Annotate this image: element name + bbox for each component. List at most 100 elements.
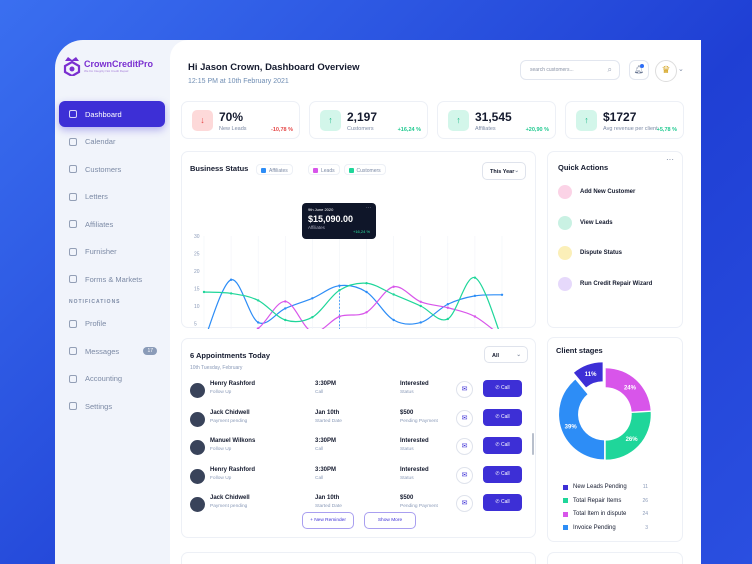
legend-item[interactable]: Affiliates xyxy=(256,164,293,175)
contact-sub: Follow Up xyxy=(210,447,232,452)
legend-swatch xyxy=(348,168,354,173)
search-input[interactable]: search customers... ⌕ xyxy=(520,60,620,80)
nav-icon xyxy=(69,319,77,328)
sidebar-item-settings[interactable]: Settings xyxy=(59,393,165,419)
data-point xyxy=(392,293,395,296)
status-value: Interested xyxy=(400,466,429,473)
nav-icon xyxy=(69,220,77,228)
email-button[interactable]: ✉ xyxy=(456,381,473,398)
donut-slice[interactable] xyxy=(573,362,603,388)
email-button[interactable]: ✉ xyxy=(456,438,473,455)
time-value: Jan 10th xyxy=(315,409,340,416)
appointment-row: Manuel Wilkons Follow Up 3:30PM Call Interes… xyxy=(190,436,525,464)
sidebar-item-affiliates[interactable]: Affiliates xyxy=(59,211,165,237)
sidebar-item-calendar[interactable]: Calendar xyxy=(59,129,165,155)
call-button[interactable]: ✆ Call xyxy=(483,408,522,426)
call-button[interactable]: ✆ Call xyxy=(483,437,522,454)
avatar xyxy=(190,440,205,455)
quick-action-add-new-customer[interactable]: Add New Customer xyxy=(558,185,635,199)
tooltip-delta: +16,24 % xyxy=(352,229,370,234)
scrollbar[interactable] xyxy=(532,433,534,455)
stage-label: Total Repair Items xyxy=(573,497,622,504)
chevron-down-icon[interactable]: ⌄ xyxy=(678,66,684,73)
call-label: Call xyxy=(500,385,510,391)
data-point xyxy=(256,299,260,302)
y-tick-label: 5 xyxy=(194,322,197,328)
contact-name: Henry Rashford xyxy=(210,466,256,473)
action-label: Add New Customer xyxy=(580,189,636,195)
series-line-customers xyxy=(203,277,499,329)
user-avatar[interactable]: ♛ xyxy=(655,60,677,82)
count-badge: 17 xyxy=(143,347,157,355)
call-label: Call xyxy=(500,470,510,477)
sidebar-item-letters[interactable]: Letters xyxy=(59,184,165,210)
more-icon[interactable]: ··· xyxy=(666,155,674,164)
status-card xyxy=(547,552,683,564)
data-point xyxy=(284,300,287,303)
time-value: 3:30PM xyxy=(315,466,337,473)
email-button[interactable]: ✉ xyxy=(456,466,473,484)
quick-action-view-leads[interactable]: View Leads xyxy=(558,215,613,230)
business-status-card: Business Status Affiliates Leads Customers… xyxy=(181,151,536,329)
sidebar-item-label: Settings xyxy=(85,401,113,411)
email-button[interactable]: ✉ xyxy=(456,409,473,427)
sidebar-item-dashboard[interactable]: Dashboard xyxy=(59,101,165,127)
sidebar-item-accounting[interactable]: Accounting xyxy=(59,366,165,392)
sidebar-item-forms-markets[interactable]: Forms & Markets xyxy=(59,266,165,292)
stat-card: ↑ $1727 Avg revenue per client +5,78 % xyxy=(565,101,684,139)
select-value: All xyxy=(492,353,500,359)
legend-item[interactable]: Leads xyxy=(308,164,340,175)
donut-slice[interactable] xyxy=(559,379,605,460)
legend-label: Leads xyxy=(321,167,335,174)
new-reminder-button[interactable]: + New Reminder xyxy=(302,512,354,529)
show-more-button[interactable]: Show More xyxy=(364,512,416,529)
notification-button[interactable]: 🔔︎ xyxy=(629,60,649,80)
sidebar-item-messages[interactable]: Messages 17 xyxy=(59,338,165,364)
data-point xyxy=(338,284,341,287)
y-tick-label: 15 xyxy=(194,287,200,293)
contact-sub: Payment pending xyxy=(210,418,248,424)
call-button[interactable]: ✆ Call xyxy=(483,494,522,511)
quick-action-dispute-status[interactable]: Dispute Status xyxy=(558,246,622,260)
nav-icon xyxy=(69,402,77,410)
call-button[interactable]: ✆ Call xyxy=(483,465,522,483)
sidebar-item-furnisher[interactable]: Furnisher xyxy=(59,239,165,265)
stage-count: 3 xyxy=(645,524,648,531)
y-tick-label: 25 xyxy=(194,252,200,258)
period-select[interactable]: This Year ⌄ xyxy=(482,162,526,180)
phone-icon: ✆ xyxy=(495,385,500,391)
legend-item[interactable]: Customers xyxy=(343,164,386,175)
data-point xyxy=(392,318,395,322)
sidebar-item-label: Calendar xyxy=(85,137,116,146)
appointments-filter[interactable]: All ⌄ xyxy=(484,346,528,363)
legend-swatch xyxy=(313,168,318,173)
action-icon xyxy=(558,276,572,291)
sidebar-item-label: Customers xyxy=(85,164,122,174)
donut-slice[interactable] xyxy=(605,368,651,412)
arrow-up-icon: ↑ xyxy=(576,110,597,131)
chevron-down-icon: ⌄ xyxy=(516,352,521,358)
email-button[interactable]: ✉ xyxy=(456,495,473,512)
stage-legend-item: Invoice Pending 3 xyxy=(563,525,648,531)
crown-logo-icon xyxy=(63,57,81,76)
action-icon xyxy=(558,215,572,230)
stat-delta: -10,78 % xyxy=(270,127,293,133)
series-line-affiliates xyxy=(207,279,503,329)
status-value: $500 xyxy=(400,409,414,416)
bell-icon: 🔔︎ xyxy=(633,65,645,74)
sidebar-item-customers[interactable]: Customers xyxy=(59,156,165,182)
contact-sub: Follow Up xyxy=(210,475,232,481)
action-label: View Leads xyxy=(580,219,613,226)
series-line-leads xyxy=(256,286,494,329)
call-button[interactable]: ✆ Call xyxy=(483,380,522,397)
status-value: Interested xyxy=(400,438,429,444)
card-title: Quick Actions xyxy=(558,163,609,172)
appointment-row: Jack Chidwell Payment pending Jan 10th Star… xyxy=(190,408,525,436)
card-title: Client stages xyxy=(556,346,603,355)
sidebar-item-label: Dashboard xyxy=(85,109,122,119)
donut-slice[interactable] xyxy=(605,411,651,460)
more-icon[interactable]: ··· xyxy=(366,205,371,211)
data-point xyxy=(365,282,368,285)
sidebar-item-profile[interactable]: Profile xyxy=(59,311,165,337)
quick-action-run-credit-repair-wizard[interactable]: Run Credit Repair Wizard xyxy=(558,276,652,291)
